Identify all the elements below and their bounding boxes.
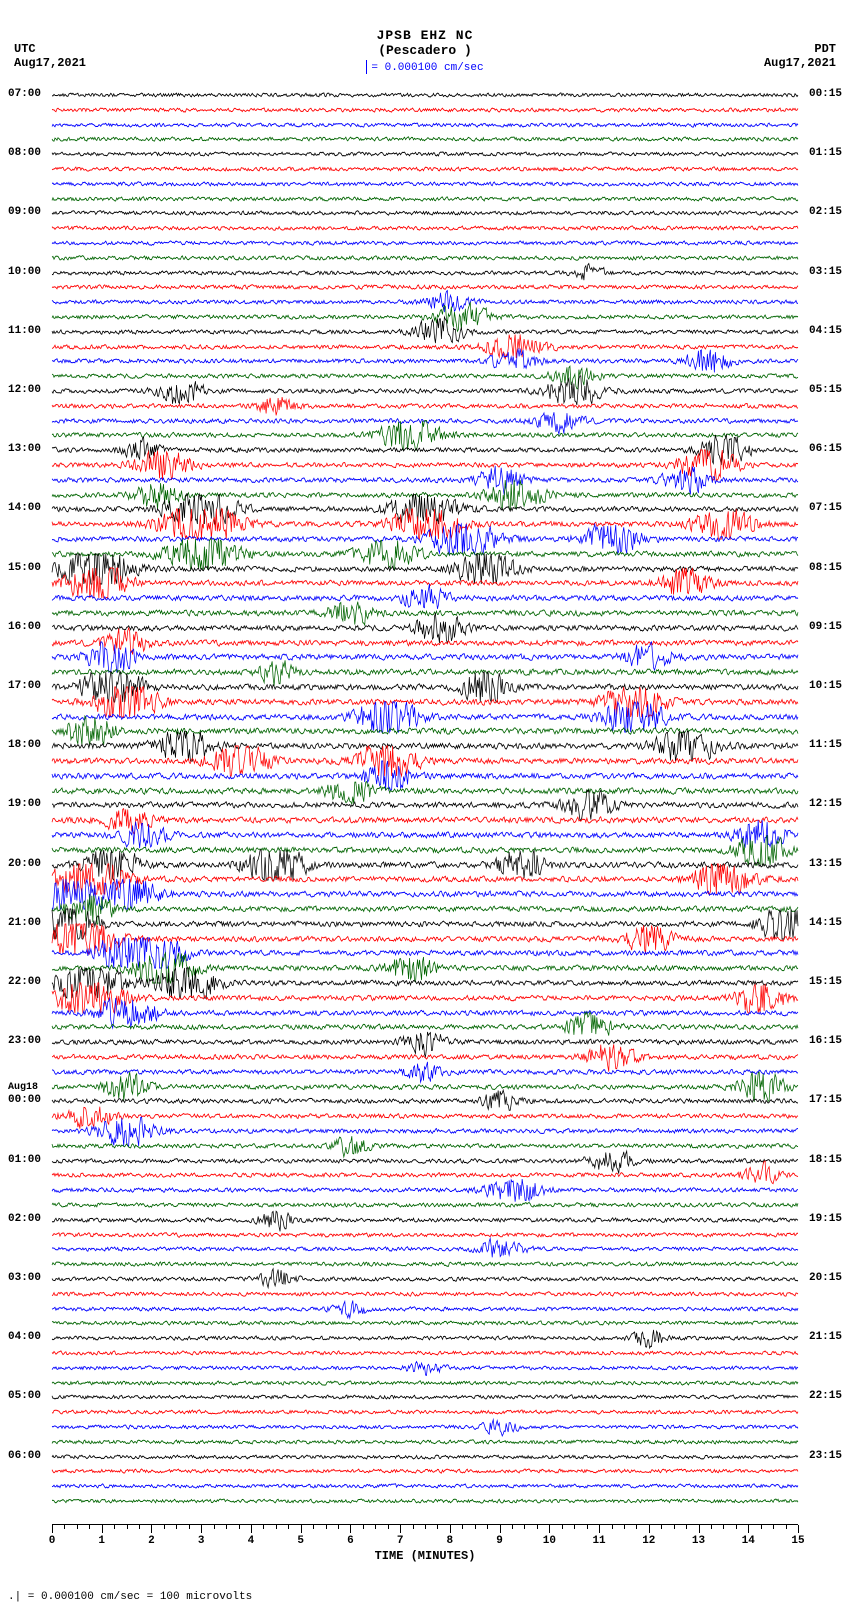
station-code: JPSB EHZ NC xyxy=(0,28,850,43)
x-tick-label: 1 xyxy=(98,1535,105,1547)
utc-time-label: 13:00 xyxy=(8,444,41,455)
utc-time-label: 21:00 xyxy=(8,918,41,929)
utc-time-label: 23:00 xyxy=(8,1036,41,1047)
utc-time-label: 06:00 xyxy=(8,1451,41,1462)
helicorder-plot: 07:0000:1508:0001:1509:0002:1510:0003:15… xyxy=(52,88,798,1523)
x-axis-label: TIME (MINUTES) xyxy=(375,1549,476,1563)
pdt-time-label: 16:15 xyxy=(809,1036,842,1047)
footer-note: .| = 0.000100 cm/sec = 100 microvolts xyxy=(8,1591,252,1603)
tz-left-label: UTC xyxy=(14,42,36,56)
x-tick-label: 14 xyxy=(742,1535,755,1547)
x-tick-label: 0 xyxy=(49,1535,56,1547)
utc-time-label: 04:00 xyxy=(8,1332,41,1343)
x-tick-label: 9 xyxy=(496,1535,503,1547)
pdt-time-label: 19:15 xyxy=(809,1214,842,1225)
utc-time-label: 20:00 xyxy=(8,859,41,870)
pdt-time-label: 21:15 xyxy=(809,1332,842,1343)
utc-time-label: 10:00 xyxy=(8,267,41,278)
pdt-time-label: 09:15 xyxy=(809,622,842,633)
utc-time-label: 01:00 xyxy=(8,1155,41,1166)
pdt-time-label: 18:15 xyxy=(809,1155,842,1166)
pdt-time-label: 15:15 xyxy=(809,977,842,988)
pdt-time-label: 06:15 xyxy=(809,444,842,455)
utc-time-label: 19:00 xyxy=(8,799,41,810)
header: JPSB EHZ NC (Pescadero ) xyxy=(0,0,850,58)
x-axis: TIME (MINUTES) 0123456789101112131415 xyxy=(52,1524,798,1555)
pdt-time-label: 11:15 xyxy=(809,740,842,751)
pdt-time-label: 08:15 xyxy=(809,563,842,574)
pdt-time-label: 12:15 xyxy=(809,799,842,810)
x-tick-label: 10 xyxy=(543,1535,556,1547)
x-tick-label: 12 xyxy=(642,1535,655,1547)
pdt-time-label: 00:15 xyxy=(809,89,842,100)
utc-time-label: 08:00 xyxy=(8,148,41,159)
utc-time-label: 14:00 xyxy=(8,503,41,514)
utc-time-label: 18:00 xyxy=(8,740,41,751)
utc-time-label: 16:00 xyxy=(8,622,41,633)
x-tick-label: 11 xyxy=(592,1535,605,1547)
date-right-label: Aug17,2021 xyxy=(764,56,836,70)
pdt-time-label: 04:15 xyxy=(809,326,842,337)
pdt-time-label: 03:15 xyxy=(809,267,842,278)
x-tick-label: 13 xyxy=(692,1535,705,1547)
station-location: (Pescadero ) xyxy=(0,43,850,58)
seismogram-container: JPSB EHZ NC (Pescadero ) = 0.000100 cm/s… xyxy=(0,0,850,1613)
utc-time-label: 12:00 xyxy=(8,385,41,396)
x-tick-label: 5 xyxy=(297,1535,304,1547)
pdt-time-label: 02:15 xyxy=(809,207,842,218)
pdt-time-label: 05:15 xyxy=(809,385,842,396)
utc-time-label: 02:00 xyxy=(8,1214,41,1225)
utc-time-label: 17:00 xyxy=(8,681,41,692)
scale-bar-icon xyxy=(366,60,367,74)
x-tick-label: 4 xyxy=(248,1535,255,1547)
date-left-label: Aug17,2021 xyxy=(14,56,86,70)
pdt-time-label: 14:15 xyxy=(809,918,842,929)
pdt-time-label: 01:15 xyxy=(809,148,842,159)
pdt-time-label: 23:15 xyxy=(809,1451,842,1462)
x-tick-label: 3 xyxy=(198,1535,205,1547)
trace-row xyxy=(52,1494,798,1509)
x-tick-label: 8 xyxy=(447,1535,454,1547)
pdt-time-label: 17:15 xyxy=(809,1095,842,1106)
utc-time-label: 07:00 xyxy=(8,89,41,100)
tz-right-label: PDT xyxy=(814,42,836,56)
utc-time-label: 03:00 xyxy=(8,1273,41,1284)
x-tick-label: 2 xyxy=(148,1535,155,1547)
scale-note: = 0.000100 cm/sec xyxy=(0,60,850,74)
utc-time-label: 05:00 xyxy=(8,1391,41,1402)
utc-time-label: 22:00 xyxy=(8,977,41,988)
date-break-label: Aug18 xyxy=(8,1082,38,1093)
x-tick-label: 15 xyxy=(791,1535,804,1547)
pdt-time-label: 10:15 xyxy=(809,681,842,692)
x-tick-label: 6 xyxy=(347,1535,354,1547)
x-tick-label: 7 xyxy=(397,1535,404,1547)
utc-time-label: 09:00 xyxy=(8,207,41,218)
utc-time-label: 15:00 xyxy=(8,563,41,574)
pdt-time-label: 07:15 xyxy=(809,503,842,514)
pdt-time-label: 20:15 xyxy=(809,1273,842,1284)
utc-time-label: 11:00 xyxy=(8,326,41,337)
pdt-time-label: 13:15 xyxy=(809,859,842,870)
pdt-time-label: 22:15 xyxy=(809,1391,842,1402)
utc-time-label: 00:00 xyxy=(8,1095,41,1106)
